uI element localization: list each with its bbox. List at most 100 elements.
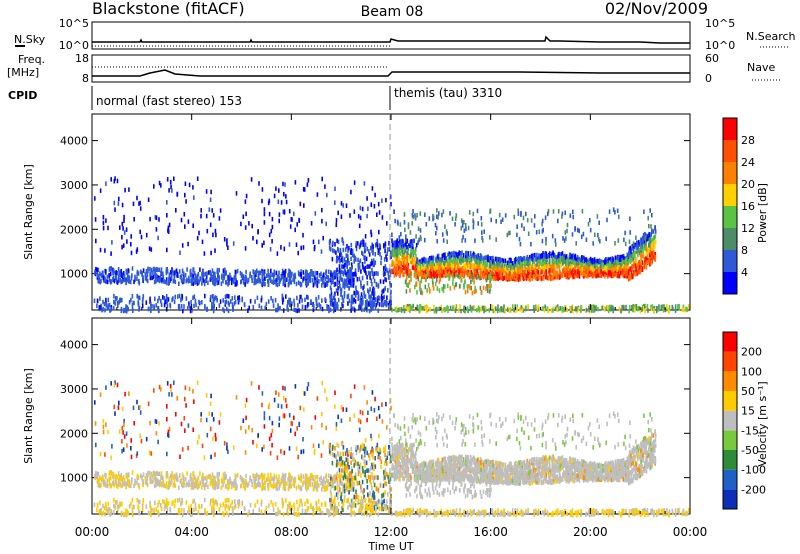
power-cell bbox=[525, 211, 527, 217]
power-cell bbox=[464, 308, 467, 313]
power-cell bbox=[408, 268, 410, 274]
power-cell bbox=[188, 275, 190, 281]
power-cell bbox=[311, 278, 314, 283]
power-cell bbox=[261, 273, 264, 278]
power-cell bbox=[609, 261, 612, 267]
power-cell bbox=[372, 258, 375, 263]
power-cell bbox=[476, 268, 479, 274]
power-cell bbox=[372, 305, 374, 310]
power-cell bbox=[378, 296, 381, 301]
power-cell bbox=[273, 193, 276, 199]
power-cell bbox=[216, 278, 218, 283]
power-cell bbox=[411, 244, 414, 249]
cpid-panel: CPID normal (fast stereo) 153 themis (ta… bbox=[8, 86, 502, 110]
power-cell bbox=[611, 305, 614, 310]
power-cell bbox=[366, 264, 368, 269]
power-cell bbox=[140, 234, 143, 240]
power-cell bbox=[632, 241, 635, 246]
power-cell bbox=[401, 243, 404, 249]
velocity-cell bbox=[374, 396, 376, 402]
power-cell bbox=[516, 267, 519, 272]
power-cell bbox=[361, 307, 363, 313]
power-cell bbox=[369, 294, 372, 300]
power-cell bbox=[546, 306, 549, 311]
power-cell bbox=[282, 181, 284, 187]
power-cell bbox=[484, 305, 487, 311]
power-cell bbox=[173, 176, 175, 181]
power-cell bbox=[649, 237, 652, 242]
power-cell bbox=[409, 253, 412, 259]
power-cell bbox=[335, 222, 338, 228]
power-cell bbox=[254, 299, 256, 304]
power-cell bbox=[282, 274, 284, 280]
power-cell bbox=[524, 263, 526, 269]
power-cell bbox=[261, 278, 264, 284]
power-cell bbox=[506, 232, 509, 238]
power-cell bbox=[186, 267, 188, 272]
power-cell bbox=[391, 262, 393, 268]
power-cell bbox=[573, 274, 576, 280]
power-cell bbox=[481, 274, 483, 279]
power-cell bbox=[545, 237, 547, 242]
power-cell bbox=[607, 264, 610, 269]
power-cell bbox=[575, 257, 578, 262]
power-cell bbox=[215, 295, 218, 301]
power-cell bbox=[631, 305, 633, 310]
power-cell bbox=[526, 273, 529, 278]
power-cell bbox=[462, 220, 464, 225]
power-cell bbox=[101, 270, 104, 276]
power-cell bbox=[298, 308, 300, 313]
power-cell bbox=[364, 259, 366, 264]
power-cell bbox=[222, 278, 224, 284]
power-cell bbox=[563, 269, 565, 274]
power-cell bbox=[416, 264, 418, 269]
power-cell bbox=[182, 271, 185, 277]
power-cell bbox=[406, 275, 408, 280]
freq-tick-top: 18 bbox=[75, 52, 89, 65]
power-cell bbox=[378, 248, 380, 253]
power-cell bbox=[641, 238, 643, 243]
power-cell bbox=[364, 243, 366, 248]
power-cell bbox=[364, 265, 366, 271]
power-cell bbox=[328, 308, 330, 314]
power-cell bbox=[226, 276, 229, 281]
power-cell bbox=[410, 271, 412, 276]
power-cell bbox=[394, 247, 396, 253]
station-title: Blackstone (fitACF) bbox=[92, 0, 245, 18]
power-cell bbox=[192, 275, 194, 281]
power-cell bbox=[418, 237, 420, 243]
power-cell bbox=[381, 296, 384, 301]
power-cell bbox=[452, 305, 454, 310]
power-cell bbox=[385, 299, 387, 305]
power-cell bbox=[500, 272, 502, 278]
power-cell bbox=[612, 272, 614, 277]
power-cell bbox=[417, 226, 420, 231]
power-cell bbox=[350, 308, 352, 313]
power-cell bbox=[523, 226, 525, 231]
power-cell bbox=[376, 238, 379, 244]
power-cell bbox=[197, 272, 200, 277]
power-cell bbox=[644, 303, 646, 309]
power-cell bbox=[189, 308, 192, 314]
velocity-cell bbox=[206, 432, 209, 438]
power-cell bbox=[361, 262, 364, 267]
power-cell bbox=[654, 239, 657, 245]
power-cell bbox=[586, 260, 589, 265]
power-cell bbox=[350, 189, 352, 195]
power-cell bbox=[457, 267, 460, 273]
power-cell bbox=[116, 280, 119, 285]
power-cell bbox=[346, 283, 349, 288]
power-cell bbox=[229, 299, 232, 304]
power-cell bbox=[521, 260, 524, 265]
power-cell bbox=[117, 303, 119, 308]
power-cell bbox=[101, 307, 103, 313]
velocity-cell bbox=[145, 436, 148, 442]
power-cell bbox=[254, 275, 256, 280]
power-cell bbox=[618, 266, 621, 271]
power-cell bbox=[332, 308, 335, 314]
power-cell bbox=[662, 308, 665, 313]
power-cell bbox=[430, 271, 432, 277]
power-cell bbox=[198, 279, 200, 285]
power-cell bbox=[222, 268, 225, 273]
power-cell bbox=[640, 237, 642, 242]
